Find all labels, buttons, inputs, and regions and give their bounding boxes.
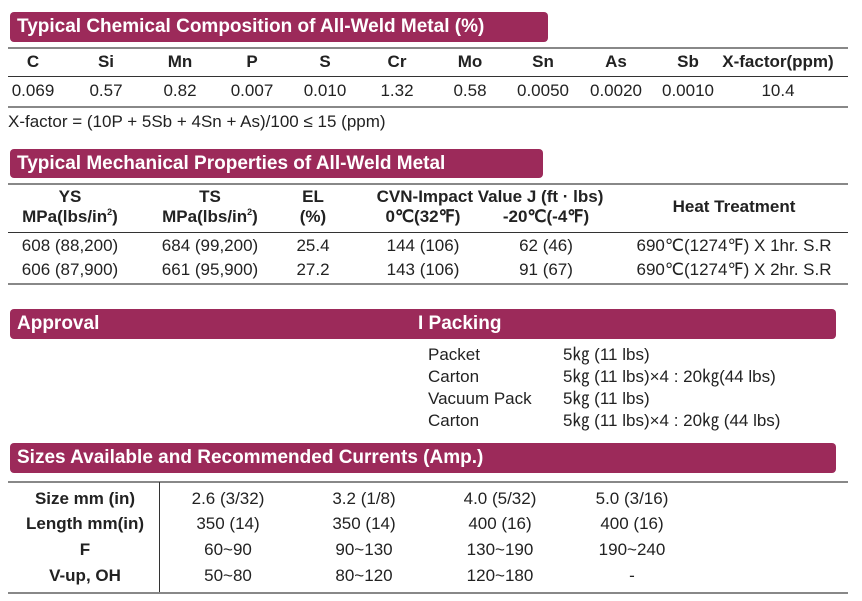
sizes-cell: 4.0 (5/32) — [463, 489, 537, 508]
chemical-header-cell: Cr — [387, 52, 407, 71]
sizes-row-label: V-up, OH — [49, 566, 121, 585]
chemical-header-cell: Sn — [532, 52, 554, 71]
sizes-cell: 350 (14) — [196, 514, 260, 533]
chemical-value-cell: 0.0020 — [590, 81, 642, 100]
sizes-cell: 5.0 (3/16) — [595, 489, 669, 508]
chemical-value-cell: 0.58 — [453, 81, 487, 100]
packing-value: 5㎏ (11 lbs)×4 : 20㎏(44 lbs) — [563, 367, 776, 386]
chemical-value-cell: 0.010 — [303, 81, 347, 100]
ys-header: YS — [58, 187, 82, 206]
sizes-cell: 400 (16) — [600, 514, 664, 533]
cvn-minus20c-value: 91 (67) — [519, 260, 573, 279]
chemical-value-cell: 0.007 — [230, 81, 274, 100]
mechanical-title: Typical Mechanical Properties of All-Wel… — [17, 153, 446, 174]
packing-label: Carton — [428, 411, 480, 430]
el-value: 27.2 — [296, 260, 330, 279]
chemical-header-cell: P — [246, 52, 258, 71]
ts-value: 661 (95,900) — [161, 260, 259, 279]
cvn-0c-value: 143 (106) — [386, 260, 460, 279]
chemical-header-cell: As — [605, 52, 627, 71]
cvn-0c-value: 144 (106) — [386, 236, 460, 255]
sizes-cell: 120~180 — [466, 566, 534, 585]
divider — [8, 183, 848, 185]
packing-value: 5㎏ (11 lbs) — [563, 389, 650, 408]
sizes-cell: - — [629, 566, 635, 585]
sizes-row-label: Size mm (in) — [34, 489, 136, 508]
chemical-header-cell: Mn — [167, 52, 193, 71]
approval-title: Approval — [17, 313, 100, 334]
approval-packing-header: Approval I Packing — [10, 309, 836, 339]
el-value: 25.4 — [296, 236, 330, 255]
chemical-header-cell: X-factor(ppm) — [722, 52, 834, 71]
divider — [8, 592, 848, 594]
divider — [8, 106, 848, 108]
cvn-header: CVN-Impact Value J (ft · lbs) — [376, 187, 604, 206]
heat-treatment-header: Heat Treatment — [672, 197, 796, 216]
divider — [8, 232, 848, 233]
sizes-row-label: F — [79, 540, 91, 559]
divider — [8, 76, 848, 77]
column-divider — [159, 482, 160, 593]
divider — [8, 283, 848, 285]
cvn-minus20c-value: 62 (46) — [519, 236, 573, 255]
ts-value: 684 (99,200) — [161, 236, 259, 255]
sizes-cell: 400 (16) — [468, 514, 532, 533]
heat-treatment-value: 690℃(1274℉) X 1hr. S.R — [636, 236, 832, 255]
packing-value: 5㎏ (11 lbs) — [563, 345, 650, 364]
packing-value: 5㎏ (11 lbs)×4 : 20㎏ (44 lbs) — [563, 411, 781, 430]
packing-title: I Packing — [418, 313, 502, 334]
sizes-cell: 80~120 — [335, 566, 393, 585]
chemical-value-cell: 1.32 — [380, 81, 414, 100]
cvn-0c-header: 0℃(32℉) — [385, 207, 461, 226]
cvn-minus20c-header: -20℃(-4℉) — [502, 207, 590, 226]
sizes-row-label: Length mm(in) — [25, 514, 145, 533]
sizes-cell: 90~130 — [335, 540, 393, 559]
sizes-section-header: Sizes Available and Recommended Currents… — [10, 443, 836, 473]
chemical-value-cell: 0.069 — [11, 81, 55, 100]
chemical-header-cell: S — [319, 52, 331, 71]
chemical-header-cell: Sb — [677, 52, 699, 71]
heat-treatment-value: 690℃(1274℉) X 2hr. S.R — [636, 260, 832, 279]
sizes-title: Sizes Available and Recommended Currents… — [17, 447, 484, 468]
chemical-value-cell: 0.57 — [89, 81, 123, 100]
ys-value: 608 (88,200) — [21, 236, 119, 255]
chemical-value-cell: 0.82 — [163, 81, 197, 100]
sizes-cell: 350 (14) — [332, 514, 396, 533]
sizes-cell: 50~80 — [204, 566, 252, 585]
packing-label: Packet — [428, 345, 480, 364]
ys-value: 606 (87,900) — [21, 260, 119, 279]
x-factor-formula: X-factor = (10P + 5Sb + 4Sn + As)/100 ≤ … — [8, 112, 386, 131]
divider — [8, 481, 848, 483]
sizes-cell: 130~190 — [466, 540, 534, 559]
sizes-cell: 190~240 — [598, 540, 666, 559]
sizes-cell: 3.2 (1/8) — [332, 489, 396, 508]
chemical-header-cell: Mo — [457, 52, 483, 71]
packing-label: Carton — [428, 367, 480, 386]
el-unit: (%) — [299, 207, 327, 226]
chemical-value-cell: 0.0010 — [662, 81, 714, 100]
chemical-header-cell: C — [26, 52, 40, 71]
chemical-value-cell: 0.0050 — [517, 81, 569, 100]
chemical-value-cell: 10.4 — [761, 81, 795, 100]
ys-unit: MPa(lbs/in2) — [22, 207, 118, 226]
chemical-section-header: Typical Chemical Composition of All-Weld… — [10, 12, 548, 42]
el-header: EL — [302, 187, 324, 206]
chemical-title: Typical Chemical Composition of All-Weld… — [17, 16, 485, 37]
sizes-cell: 2.6 (3/32) — [191, 489, 265, 508]
mechanical-section-header: Typical Mechanical Properties of All-Wel… — [10, 149, 543, 178]
chemical-header-cell: Si — [97, 52, 115, 71]
divider — [8, 47, 848, 49]
sizes-cell: 60~90 — [204, 540, 252, 559]
packing-label: Vacuum Pack — [428, 389, 532, 408]
ts-header: TS — [199, 187, 221, 206]
ts-unit: MPa(lbs/in2) — [162, 207, 258, 226]
